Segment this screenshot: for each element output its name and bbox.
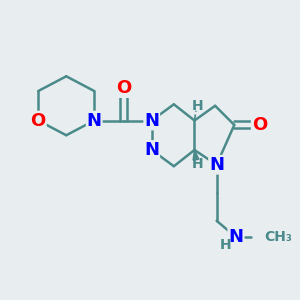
Text: CH₃: CH₃ xyxy=(265,230,292,244)
Text: H: H xyxy=(192,99,203,113)
Text: O: O xyxy=(252,116,267,134)
Polygon shape xyxy=(193,150,199,160)
Text: N: N xyxy=(144,141,159,159)
Text: O: O xyxy=(31,112,46,130)
Text: N: N xyxy=(87,112,102,130)
Text: N: N xyxy=(228,228,243,246)
Text: H: H xyxy=(220,238,231,252)
Text: N: N xyxy=(144,112,159,130)
Text: N: N xyxy=(209,156,224,174)
Text: H: H xyxy=(192,157,203,171)
Text: O: O xyxy=(116,79,131,97)
